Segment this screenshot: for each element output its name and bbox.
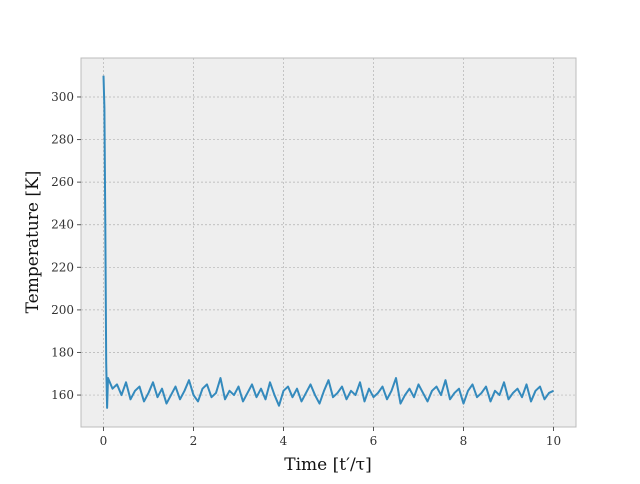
x-tick-label: 2 — [190, 434, 198, 448]
y-tick-label: 240 — [51, 218, 74, 232]
plot-area — [81, 58, 576, 427]
x-tick-label: 4 — [280, 434, 288, 448]
y-tick-label: 180 — [51, 345, 74, 359]
x-tick-label: 6 — [370, 434, 378, 448]
y-tick-label: 260 — [51, 175, 74, 189]
y-axis-label: Temperature [K] — [23, 171, 43, 314]
y-tick-label: 220 — [51, 260, 74, 274]
x-tick-label: 10 — [546, 434, 561, 448]
series-line — [102, 75, 554, 409]
x-tick-label: 8 — [460, 434, 468, 448]
x-tick-label: 0 — [100, 434, 108, 448]
y-tick-label: 280 — [51, 133, 74, 147]
y-tick-label: 160 — [51, 388, 74, 402]
plot-frame — [80, 57, 577, 428]
y-tick-label: 300 — [51, 90, 74, 104]
y-tick-label: 200 — [51, 303, 74, 317]
x-axis-label: Time [t′/τ] — [284, 455, 371, 475]
